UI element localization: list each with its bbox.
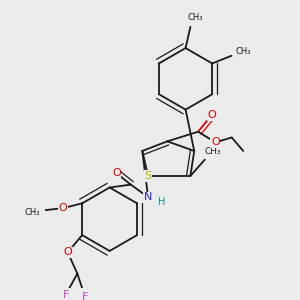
- Text: F: F: [63, 290, 69, 300]
- Text: O: O: [112, 168, 121, 178]
- Text: S: S: [145, 171, 152, 181]
- Text: CH₃: CH₃: [235, 47, 251, 56]
- Text: CH₃: CH₃: [188, 13, 203, 22]
- Text: CH₃: CH₃: [24, 208, 40, 217]
- Text: CH₃: CH₃: [204, 147, 221, 156]
- Text: N: N: [144, 192, 152, 202]
- Text: O: O: [207, 110, 216, 120]
- Text: H: H: [158, 197, 165, 207]
- Text: F: F: [82, 292, 88, 300]
- Text: O: O: [63, 248, 72, 257]
- Text: O: O: [58, 203, 67, 213]
- Text: O: O: [211, 137, 220, 147]
